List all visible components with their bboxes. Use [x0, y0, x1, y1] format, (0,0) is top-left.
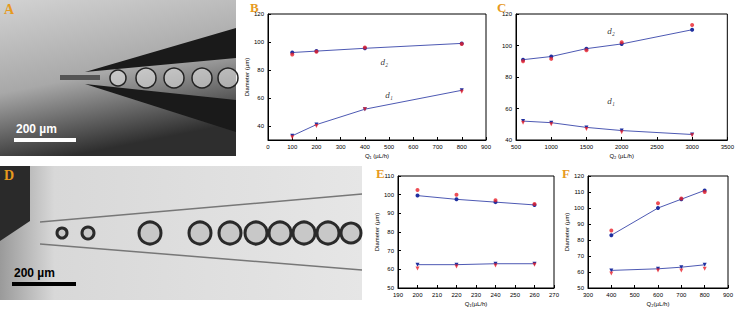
svg-text:E: E	[376, 166, 385, 181]
svg-text:80: 80	[257, 67, 264, 73]
svg-text:200: 200	[311, 144, 322, 150]
svg-text:100: 100	[574, 205, 585, 211]
svg-text:Q₂ (µL/h): Q₂ (µL/h)	[609, 153, 633, 159]
svg-text:2000: 2000	[615, 144, 629, 150]
svg-text:2500: 2500	[650, 144, 664, 150]
svg-text:50: 50	[387, 285, 394, 291]
svg-text:700: 700	[433, 144, 444, 150]
svg-text:800: 800	[457, 144, 468, 150]
svg-text:80: 80	[577, 237, 584, 243]
svg-text:3500: 3500	[721, 144, 735, 150]
svg-text:D: D	[4, 168, 14, 183]
svg-text:120: 120	[502, 11, 512, 17]
svg-text:A: A	[4, 2, 15, 17]
svg-text:600: 600	[408, 144, 419, 150]
svg-text:Q₁(µL/h): Q₁(µL/h)	[465, 301, 488, 307]
svg-text:70: 70	[577, 253, 584, 259]
svg-text:220: 220	[451, 292, 462, 298]
svg-text:d₂: d₂	[607, 26, 615, 36]
svg-text:70: 70	[387, 248, 394, 254]
svg-text:300: 300	[336, 144, 347, 150]
svg-text:60: 60	[387, 266, 394, 272]
svg-text:800: 800	[700, 292, 711, 298]
svg-text:200 µm: 200 µm	[14, 266, 55, 280]
svg-text:300: 300	[583, 292, 594, 298]
svg-text:40: 40	[257, 123, 264, 129]
svg-text:110: 110	[574, 189, 584, 195]
svg-text:B: B	[250, 0, 259, 15]
svg-text:F: F	[562, 166, 570, 181]
svg-text:500: 500	[511, 144, 522, 150]
svg-text:400: 400	[360, 144, 371, 150]
svg-text:400: 400	[606, 292, 617, 298]
svg-text:Diameter (µm): Diameter (µm)	[564, 213, 570, 251]
svg-text:C: C	[497, 0, 506, 15]
svg-text:60: 60	[577, 269, 584, 275]
svg-text:270: 270	[549, 292, 560, 298]
svg-text:500: 500	[630, 292, 641, 298]
svg-text:120: 120	[254, 11, 264, 17]
svg-text:900: 900	[723, 292, 734, 298]
svg-text:110: 110	[384, 173, 394, 179]
svg-text:60: 60	[505, 106, 512, 112]
svg-text:500: 500	[384, 144, 395, 150]
svg-text:700: 700	[676, 292, 687, 298]
svg-text:d₁: d₁	[385, 90, 393, 100]
svg-text:d₂: d₂	[380, 57, 388, 67]
svg-text:0: 0	[266, 144, 270, 150]
svg-text:90: 90	[387, 210, 394, 216]
svg-text:120: 120	[574, 173, 585, 179]
svg-text:d₁: d₁	[607, 96, 615, 106]
svg-text:600: 600	[653, 292, 664, 298]
svg-text:60: 60	[257, 95, 264, 101]
svg-text:Q₁ (µL/h): Q₁ (µL/h)	[365, 153, 389, 159]
svg-text:230: 230	[471, 292, 482, 298]
svg-text:100: 100	[502, 43, 513, 49]
svg-text:900: 900	[481, 144, 492, 150]
svg-text:200: 200	[412, 292, 423, 298]
svg-text:200 µm: 200 µm	[16, 122, 57, 136]
svg-text:260: 260	[529, 292, 540, 298]
svg-text:1500: 1500	[580, 144, 594, 150]
svg-text:40: 40	[505, 137, 512, 143]
svg-text:90: 90	[577, 221, 584, 227]
svg-text:80: 80	[387, 229, 394, 235]
svg-text:50: 50	[577, 285, 584, 291]
svg-text:3000: 3000	[685, 144, 699, 150]
svg-text:210: 210	[432, 292, 443, 298]
svg-text:Diameter (µm): Diameter (µm)	[244, 58, 250, 96]
svg-text:Q₂(µL/h): Q₂(µL/h)	[647, 301, 670, 307]
svg-text:80: 80	[505, 74, 512, 80]
svg-text:100: 100	[384, 192, 395, 198]
svg-text:240: 240	[490, 292, 501, 298]
svg-text:Diameter (µm): Diameter (µm)	[374, 213, 380, 251]
svg-text:100: 100	[254, 39, 265, 45]
svg-text:190: 190	[393, 292, 404, 298]
svg-text:1000: 1000	[545, 144, 559, 150]
svg-text:250: 250	[510, 292, 521, 298]
svg-text:100: 100	[287, 144, 298, 150]
